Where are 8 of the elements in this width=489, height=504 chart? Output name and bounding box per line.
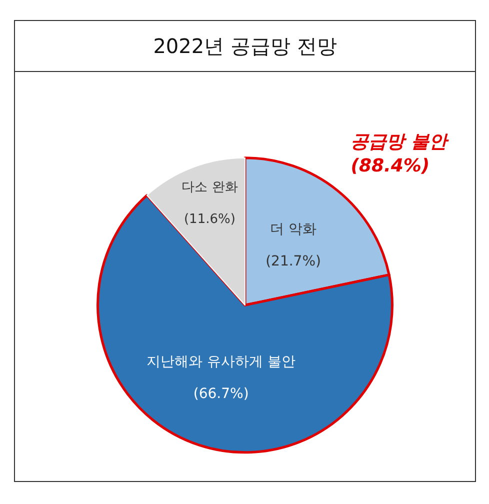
slice-label: 지난해와 유사하게 불안: [146, 354, 296, 370]
chart-title: 2022년 공급망 전망: [15, 21, 475, 72]
data-label: (66.7%): [193, 386, 249, 402]
text: 공급망 불안 (88.4%): [350, 132, 449, 176]
slice-label: 더 악화: [270, 222, 317, 238]
slice-label: 다소 완화: [182, 180, 238, 196]
data-label: (21.7%): [266, 254, 321, 270]
data-label: (11.6%): [184, 212, 236, 228]
